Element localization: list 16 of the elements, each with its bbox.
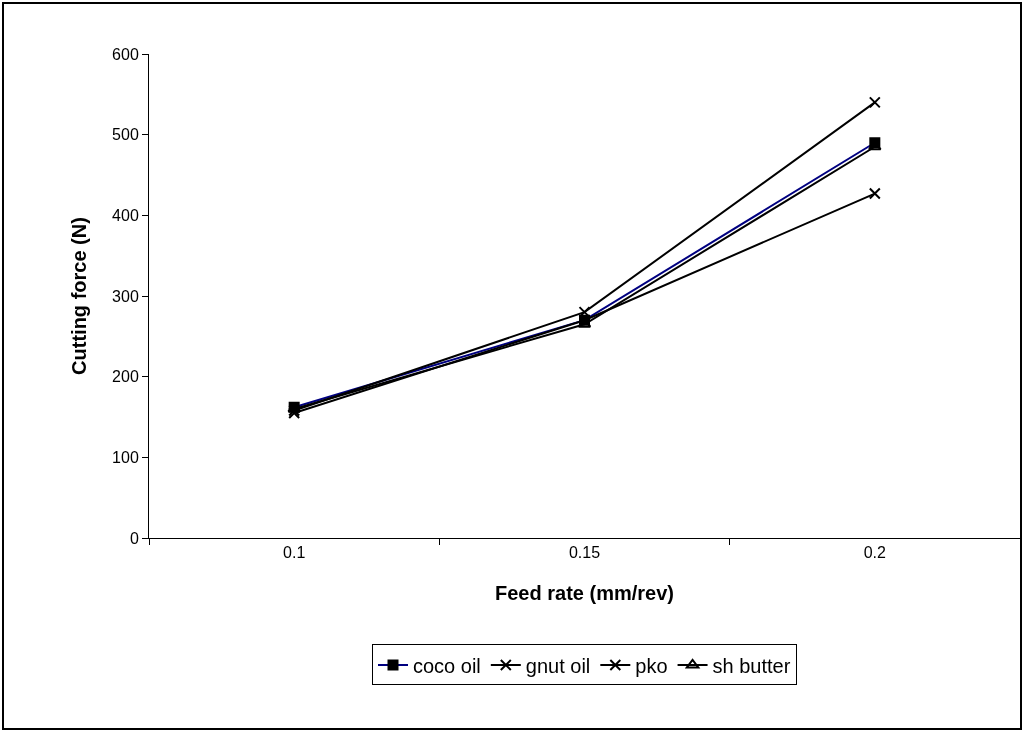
legend-label: pko [635,654,668,677]
y-tick-label: 600 [112,45,139,63]
y-tick-label: 100 [112,448,139,466]
legend-label: sh butter [712,654,791,677]
x-tick-label: 0.1 [283,544,306,562]
y-tick-label: 300 [112,287,139,305]
y-axis-title: Cutting force (N) [67,217,90,375]
legend-label: gnut oil [525,654,591,677]
x-tick-label: 0.2 [863,544,887,562]
y-tick-label: 500 [112,126,139,144]
y-tick-label: 0 [129,529,139,547]
legend-label: coco oil [413,654,481,677]
y-tick-label: 200 [112,368,139,386]
x-axis-title: Feed rate (mm/rev) [495,581,674,604]
x-tick-label: 0.15 [568,544,601,562]
y-tick-label: 400 [112,206,139,224]
